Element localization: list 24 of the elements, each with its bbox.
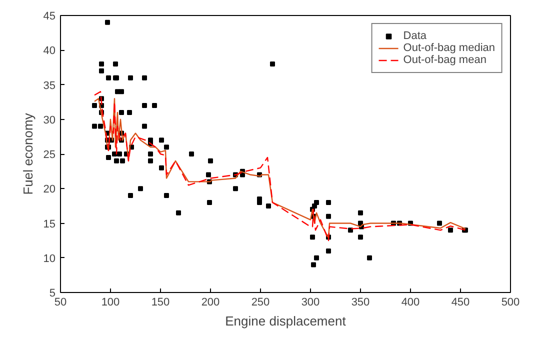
x-tick-label: 450 xyxy=(451,296,470,308)
x-tick-label: 50 xyxy=(54,296,67,308)
y-tick-label: 15 xyxy=(43,218,56,230)
x-tick-label: 250 xyxy=(251,296,270,308)
legend-label: Out-of-bag mean xyxy=(403,54,486,66)
y-tick-label: 5 xyxy=(49,288,56,300)
y-tick-label: 40 xyxy=(43,45,56,58)
y-tick-label: 35 xyxy=(43,80,56,92)
y-tick-label: 25 xyxy=(43,149,56,161)
x-tick-label: 400 xyxy=(401,296,420,308)
y-tick-label: 45 xyxy=(43,10,56,22)
x-tick-label: 350 xyxy=(351,296,370,308)
x-tick-label: 500 xyxy=(501,296,520,308)
x-axis-title: Engine displacement xyxy=(225,314,346,328)
y-axis-title: Fuel economy xyxy=(20,112,36,195)
y-tick-label: 10 xyxy=(43,252,56,265)
x-tick-label: 100 xyxy=(101,296,120,308)
x-tick-label: 300 xyxy=(301,296,320,308)
x-tick-label: 200 xyxy=(201,296,220,308)
legend-label: Data xyxy=(403,30,427,42)
x-tick-label: 150 xyxy=(151,296,170,308)
legend-label: Out-of-bag median xyxy=(403,42,495,54)
y-tick-label: 30 xyxy=(43,114,56,126)
y-tick-label: 20 xyxy=(43,184,56,196)
